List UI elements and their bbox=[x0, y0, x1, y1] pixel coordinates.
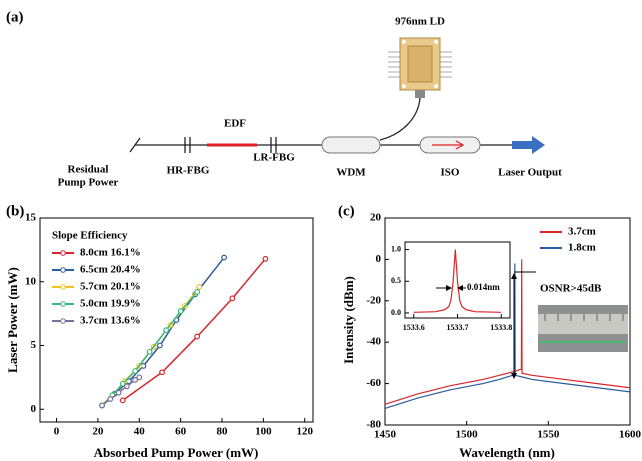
y-axis-title: Intensity (dBm) bbox=[341, 276, 356, 364]
y-axis-title: Laser Power (mW) bbox=[5, 267, 20, 373]
data-point bbox=[221, 254, 227, 261]
hr-fbg-label: HR-FBG bbox=[167, 165, 210, 177]
data-point bbox=[119, 397, 126, 404]
x-tick-label: 1600 bbox=[619, 429, 642, 441]
data-point bbox=[132, 377, 139, 383]
annotation: OSNR>45dB bbox=[540, 283, 602, 295]
data-point bbox=[119, 380, 126, 387]
x-tick-label: 0 bbox=[54, 426, 60, 438]
data-point bbox=[99, 402, 105, 409]
output-arrow bbox=[512, 136, 545, 154]
x-tick-label: 100 bbox=[255, 426, 272, 438]
data-point bbox=[194, 289, 201, 295]
y-tick-label: 0.5 bbox=[391, 276, 401, 285]
residual-label: Residual bbox=[68, 164, 109, 176]
x-tick-label: 1500 bbox=[456, 429, 479, 441]
data-point bbox=[196, 283, 203, 290]
y-tick-label: -20 bbox=[366, 294, 381, 306]
legend-label: 5.7cm 20.1% bbox=[80, 281, 141, 293]
edf-label: EDF bbox=[224, 118, 246, 130]
legend-marker bbox=[60, 250, 66, 256]
output-label: Laser Output bbox=[498, 167, 562, 179]
data-point bbox=[229, 295, 236, 302]
panel-label: (c) bbox=[338, 203, 355, 219]
data-point bbox=[157, 342, 163, 349]
iso-label: ISO bbox=[441, 167, 460, 179]
y-tick-label: -60 bbox=[366, 377, 381, 389]
data-point bbox=[177, 308, 184, 314]
y-tick-label: 1.0 bbox=[391, 244, 401, 253]
legend-label: 1.8cm bbox=[568, 242, 596, 254]
legend-marker bbox=[60, 318, 66, 324]
y-tick-label: 15 bbox=[25, 212, 37, 224]
residual-label: Pump Power bbox=[58, 177, 119, 189]
annotation: 0.014nm bbox=[467, 282, 500, 292]
x-tick-label: 1550 bbox=[537, 429, 560, 441]
data-point bbox=[194, 333, 201, 340]
legend-label: 3.7cm 13.6% bbox=[80, 315, 141, 327]
x-tick-label: 1533.6 bbox=[403, 323, 425, 332]
panel-label: (a) bbox=[6, 9, 24, 25]
legend-marker bbox=[60, 267, 66, 273]
y-tick-label: 0 bbox=[31, 403, 37, 415]
y-tick-label: 5 bbox=[31, 339, 37, 351]
plot-frame bbox=[39, 217, 314, 423]
data-point bbox=[163, 327, 170, 334]
plot-frame bbox=[384, 217, 631, 426]
y-tick-label: 0 bbox=[376, 253, 382, 265]
x-tick-label: 120 bbox=[296, 426, 313, 438]
x-tick-label: 1533.7 bbox=[447, 323, 469, 332]
x-tick-label: 1533.8 bbox=[490, 323, 512, 332]
legend-label: 5.0cm 19.9% bbox=[80, 298, 141, 310]
x-axis-title: Absorbed Pump Power (mW) bbox=[94, 445, 259, 460]
legend-label: 3.7cm bbox=[568, 226, 596, 238]
y-tick-label: -80 bbox=[366, 419, 381, 431]
legend-marker bbox=[60, 284, 66, 290]
x-tick-label: 40 bbox=[134, 426, 146, 438]
data-point bbox=[159, 369, 165, 376]
photo bbox=[538, 305, 628, 352]
laser-diode bbox=[388, 37, 452, 98]
iso-arrow bbox=[432, 140, 465, 150]
data-point bbox=[107, 396, 114, 402]
data-point bbox=[136, 374, 143, 381]
series-line bbox=[413, 249, 502, 313]
data-point bbox=[123, 383, 130, 390]
x-tick-label: 20 bbox=[92, 426, 104, 438]
lr-fbg-label: LR-FBG bbox=[253, 152, 295, 164]
series-line bbox=[384, 259, 631, 405]
y-tick-label: -40 bbox=[366, 336, 381, 348]
wdm-label: WDM bbox=[336, 167, 366, 179]
x-tick-label: 60 bbox=[175, 426, 187, 438]
wdm bbox=[321, 136, 381, 154]
ld-label: 976nm LD bbox=[395, 16, 445, 28]
legend-label: 6.5cm 20.4% bbox=[80, 264, 141, 276]
legend-marker bbox=[60, 301, 66, 307]
data-point bbox=[262, 255, 269, 262]
panel-label: (b) bbox=[6, 203, 24, 219]
data-point bbox=[146, 348, 153, 355]
series-line bbox=[122, 258, 267, 401]
data-point bbox=[115, 389, 122, 396]
data-point bbox=[132, 368, 139, 374]
y-tick-label: 10 bbox=[25, 275, 37, 287]
x-axis-title: Wavelength (nm) bbox=[459, 445, 555, 460]
x-tick-label: 1450 bbox=[374, 429, 397, 441]
legend-title: Slope Efficiency bbox=[52, 230, 128, 242]
y-tick-label: 0.0 bbox=[391, 308, 401, 317]
legend-label: 8.0cm 16.1% bbox=[80, 247, 141, 259]
y-tick-label: 20 bbox=[370, 212, 382, 224]
x-tick-label: 80 bbox=[217, 426, 229, 438]
